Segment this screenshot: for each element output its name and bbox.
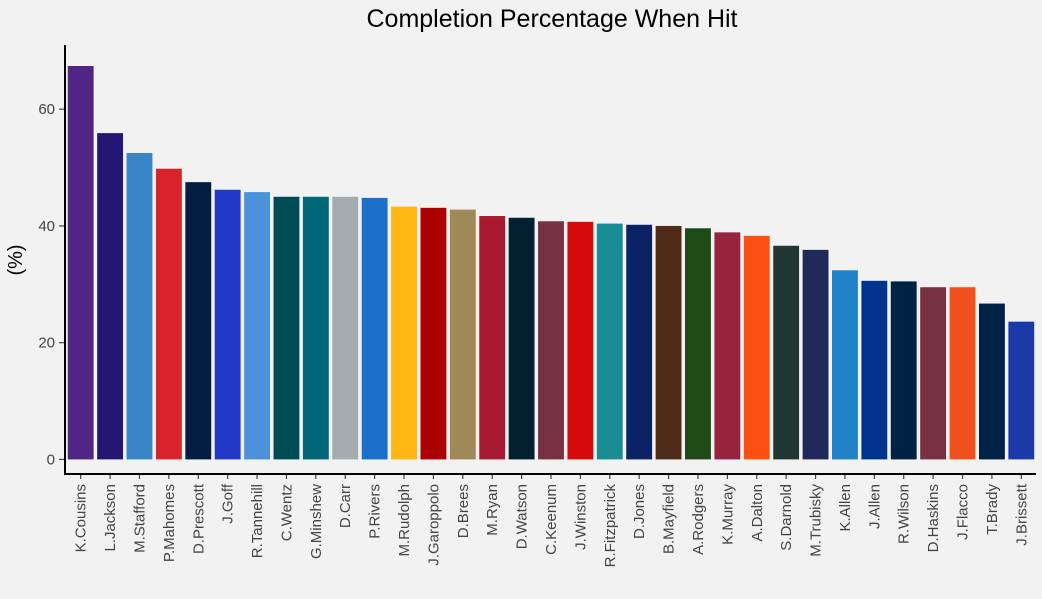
x-tick-label: J.Brissett (1013, 483, 1030, 546)
bar-d-haskins (920, 287, 947, 460)
bar-j-goff (214, 189, 241, 460)
x-tick-label: S.Darnold (778, 484, 795, 551)
bar-d-watson (508, 217, 535, 460)
x-tick-label: D.Prescott (190, 483, 207, 554)
bar-m-stafford (126, 152, 153, 460)
x-tick-label: K.Cousins (73, 484, 90, 552)
x-tick-label: M.Stafford (131, 484, 148, 553)
y-tick-label: 20 (38, 335, 55, 352)
y-axis-label: (%) (5, 244, 27, 275)
x-tick-label: R.Wilson (896, 484, 913, 544)
x-tick-label: M.Rudolph (396, 484, 413, 557)
x-tick-label: P.Rivers (367, 484, 384, 539)
bar-m-trubisky (802, 249, 829, 460)
y-ticks-group: 0 20 40 60 (38, 101, 65, 468)
bar-a-dalton (743, 235, 770, 460)
x-tick-label: L.Jackson (102, 484, 119, 552)
bar-t-brady (978, 303, 1005, 460)
bar-j-flacco (949, 287, 976, 460)
x-tick-label: C.Wentz (278, 484, 295, 541)
bar-r-wilson (890, 281, 917, 460)
x-tick-label: A.Dalton (749, 484, 766, 542)
bars-group (67, 66, 1035, 460)
bar-d-carr (332, 196, 359, 460)
bar-d-jones (626, 224, 653, 460)
bar-d-prescott (185, 182, 212, 460)
y-tick-label: 0 (47, 451, 55, 468)
x-tick-label: D.Haskins (925, 484, 942, 552)
bar-b-mayfield (655, 225, 682, 460)
bar-c-keenum (538, 221, 564, 460)
bar-j-garoppolo (420, 207, 447, 460)
chart-title: Completion Percentage When Hit (366, 5, 737, 33)
bar-l-jackson (97, 133, 124, 460)
bar-k-cousins (67, 66, 94, 460)
bar-a-rodgers (685, 228, 711, 460)
bar-s-darnold (773, 245, 800, 460)
x-tick-label: D.Brees (455, 484, 472, 538)
x-tick-label: K.Murray (719, 484, 736, 545)
bar-r-fitzpatrick (596, 223, 623, 460)
x-tick-label: J.Garoppolo (425, 484, 442, 566)
bar-p-mahomes (155, 168, 182, 460)
x-tick-label: P.Mahomes (161, 484, 178, 562)
bar-c-wentz (273, 196, 300, 460)
bar-d-brees (449, 209, 476, 460)
x-tick-label: M.Ryan (484, 484, 501, 536)
bar-p-rivers (361, 197, 388, 460)
bar-g-minshew (302, 196, 329, 460)
x-tick-label: M.Trubisky (808, 484, 825, 557)
x-tick-label: R.Fitzpatrick (602, 484, 619, 568)
x-tick-label: J.Goff (220, 483, 237, 524)
bar-j-winston (567, 221, 594, 460)
x-tick-label: B.Mayfield (661, 484, 678, 554)
x-tick-label: K.Allen (837, 484, 854, 532)
x-tick-label: R.Tannehill (249, 484, 266, 558)
x-tick-label: D.Carr (337, 484, 354, 528)
bar-j-brissett (1008, 321, 1035, 460)
y-tick-label: 60 (38, 101, 55, 118)
x-tick-label: C.Keenum (543, 484, 560, 555)
bar-m-rudolph (391, 206, 417, 460)
x-tick-label: J.Allen (866, 484, 883, 529)
bar-m-ryan (479, 216, 506, 460)
x-tick-label: D.Jones (631, 484, 648, 539)
x-ticks-group: K.Cousins L.Jackson M.Stafford P.Mahomes D.P… (73, 474, 1030, 568)
bar-k-murray (714, 232, 741, 460)
x-tick-label: J.Winston (572, 484, 589, 550)
bar-j-allen (861, 280, 888, 460)
x-tick-label: G.Minshew (308, 484, 325, 559)
x-tick-label: T.Brady (984, 484, 1001, 535)
bar-k-allen (832, 270, 858, 460)
x-tick-label: A.Rodgers (690, 484, 707, 555)
x-tick-label: J.Flacco (955, 484, 972, 540)
y-tick-label: 40 (38, 218, 55, 235)
bar-r-tannehill (244, 192, 270, 460)
x-tick-label: D.Watson (514, 484, 531, 549)
